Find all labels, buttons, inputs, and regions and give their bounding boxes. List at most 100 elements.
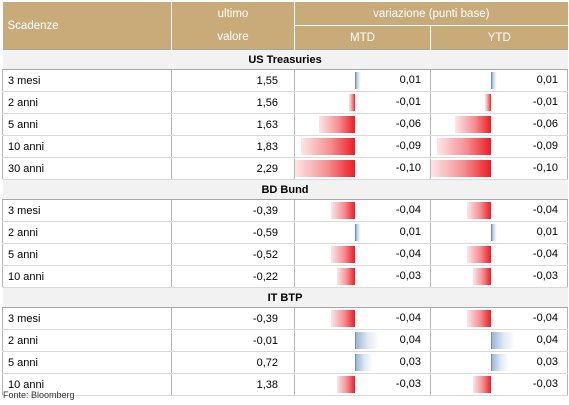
maturity-label: 3 mesi bbox=[2, 307, 172, 330]
maturity-label: 5 anni bbox=[2, 113, 172, 136]
maturity-label: 3 mesi bbox=[2, 199, 172, 222]
last-value: -0,01 bbox=[171, 329, 295, 352]
mtd-change-value: -0,10 bbox=[395, 162, 421, 174]
mtd-change-value: -0,04 bbox=[395, 312, 421, 324]
mtd-change-bar bbox=[337, 376, 355, 393]
table-row: 5 anni 1,63 -0,06 -0,06 bbox=[2, 113, 568, 136]
mtd-change-cell: -0,03 bbox=[294, 373, 431, 396]
ytd-change-bar bbox=[491, 354, 509, 371]
mtd-change-value: -0,04 bbox=[395, 204, 421, 216]
maturity-label: 2 anni bbox=[2, 329, 172, 352]
ytd-change-bar bbox=[455, 116, 491, 133]
section-title: US Treasuries bbox=[2, 49, 568, 70]
source-note: Fonte: Bloomberg bbox=[3, 390, 75, 400]
mtd-change-value: -0,04 bbox=[395, 248, 421, 260]
mtd-change-cell: -0,09 bbox=[294, 135, 431, 158]
mtd-change-value: -0,01 bbox=[395, 96, 421, 108]
maturity-label: 3 mesi bbox=[2, 69, 172, 92]
ytd-change-bar bbox=[491, 224, 497, 241]
ytd-change-value: -0,06 bbox=[532, 118, 558, 130]
mtd-change-value: -0,06 bbox=[395, 118, 421, 130]
table-row: 10 anni 1,38 -0,03 -0,03 bbox=[2, 373, 568, 396]
mtd-change-cell: 0,01 bbox=[294, 221, 431, 244]
ytd-change-cell: 0,01 bbox=[430, 69, 568, 92]
section-title: IT BTP bbox=[2, 287, 568, 308]
ytd-change-bar bbox=[485, 94, 491, 111]
mtd-change-cell: 0,04 bbox=[294, 329, 431, 352]
ytd-change-value: -0,03 bbox=[532, 378, 558, 390]
mtd-change-value: -0,03 bbox=[395, 270, 421, 282]
ytd-change-cell: -0,04 bbox=[430, 199, 568, 222]
mtd-change-value: 0,01 bbox=[399, 74, 421, 86]
maturity-label: 2 anni bbox=[2, 221, 172, 244]
header-mtd: MTD bbox=[294, 25, 431, 50]
section-header: US Treasuries bbox=[2, 49, 568, 70]
last-value: 1,56 bbox=[171, 91, 295, 114]
table-row: 5 anni -0,52 -0,04 -0,04 bbox=[2, 243, 568, 266]
ytd-change-value: -0,10 bbox=[532, 162, 558, 174]
ytd-change-bar bbox=[473, 268, 491, 285]
ytd-change-value: 0,01 bbox=[536, 226, 558, 238]
last-value: -0,39 bbox=[171, 307, 295, 330]
ytd-change-bar bbox=[467, 246, 491, 263]
mtd-change-bar bbox=[319, 116, 355, 133]
mtd-change-bar bbox=[331, 202, 355, 219]
header-ytd: YTD bbox=[430, 25, 568, 50]
ytd-change-value: -0,04 bbox=[532, 204, 558, 216]
ytd-change-value: 0,01 bbox=[536, 74, 558, 86]
ytd-change-cell: 0,01 bbox=[430, 221, 568, 244]
ytd-change-cell: 0,04 bbox=[430, 329, 568, 352]
table-row: 3 mesi 1,55 0,01 0,01 bbox=[2, 69, 568, 92]
maturity-label: 5 anni bbox=[2, 243, 172, 266]
header-valore: valore bbox=[171, 25, 295, 50]
mtd-change-cell: -0,06 bbox=[294, 113, 431, 136]
ytd-change-value: -0,01 bbox=[532, 96, 558, 108]
table-row: 10 anni -0,22 -0,03 -0,03 bbox=[2, 265, 568, 288]
mtd-change-cell: -0,04 bbox=[294, 199, 431, 222]
last-value: 0,72 bbox=[171, 351, 295, 374]
mtd-change-bar bbox=[331, 246, 355, 263]
maturity-label: 30 anni bbox=[2, 157, 172, 180]
mtd-change-bar bbox=[295, 160, 355, 177]
mtd-change-bar bbox=[355, 354, 373, 371]
mtd-change-value: 0,01 bbox=[399, 226, 421, 238]
yield-table: Scadenze ultimo variazione (punti base) … bbox=[2, 2, 568, 396]
mtd-change-bar bbox=[355, 72, 361, 89]
table-row: 3 mesi -0,39 -0,04 -0,04 bbox=[2, 199, 568, 222]
ytd-change-cell: -0,06 bbox=[430, 113, 568, 136]
mtd-change-bar bbox=[301, 138, 355, 155]
table-row: 10 anni 1,83 -0,09 -0,09 bbox=[2, 135, 568, 158]
last-value: -0,39 bbox=[171, 199, 295, 222]
ytd-change-bar bbox=[467, 310, 491, 327]
table-row: 2 anni -0,01 0,04 0,04 bbox=[2, 329, 568, 352]
ytd-change-bar bbox=[467, 202, 491, 219]
last-value: 2,29 bbox=[171, 157, 295, 180]
mtd-change-bar bbox=[337, 268, 355, 285]
section-header: IT BTP bbox=[2, 287, 568, 308]
ytd-change-cell: -0,03 bbox=[430, 373, 568, 396]
maturity-label: 2 anni bbox=[2, 91, 172, 114]
ytd-change-value: -0,04 bbox=[532, 248, 558, 260]
ytd-change-bar bbox=[491, 72, 497, 89]
ytd-change-bar bbox=[431, 160, 491, 177]
ytd-change-cell: -0,03 bbox=[430, 265, 568, 288]
ytd-change-bar bbox=[473, 376, 491, 393]
header-scadenze: Scadenze bbox=[2, 2, 172, 50]
last-value: 1,38 bbox=[171, 373, 295, 396]
mtd-change-cell: -0,03 bbox=[294, 265, 431, 288]
mtd-change-cell: 0,01 bbox=[294, 69, 431, 92]
mtd-change-value: -0,09 bbox=[395, 140, 421, 152]
table-row: 2 anni -0,59 0,01 0,01 bbox=[2, 221, 568, 244]
ytd-change-value: -0,09 bbox=[532, 140, 558, 152]
last-value: -0,52 bbox=[171, 243, 295, 266]
section-header: BD Bund bbox=[2, 179, 568, 200]
maturity-label: 10 anni bbox=[2, 373, 172, 396]
ytd-change-value: -0,04 bbox=[532, 312, 558, 324]
maturity-label: 5 anni bbox=[2, 351, 172, 374]
yield-table-container: Scadenze ultimo variazione (punti base) … bbox=[2, 2, 568, 396]
last-value: 1,55 bbox=[171, 69, 295, 92]
ytd-change-cell: -0,09 bbox=[430, 135, 568, 158]
ytd-change-cell: -0,10 bbox=[430, 157, 568, 180]
table-row: 30 anni 2,29 -0,10 -0,10 bbox=[2, 157, 568, 180]
table-header: Scadenze ultimo variazione (punti base) … bbox=[2, 2, 568, 50]
